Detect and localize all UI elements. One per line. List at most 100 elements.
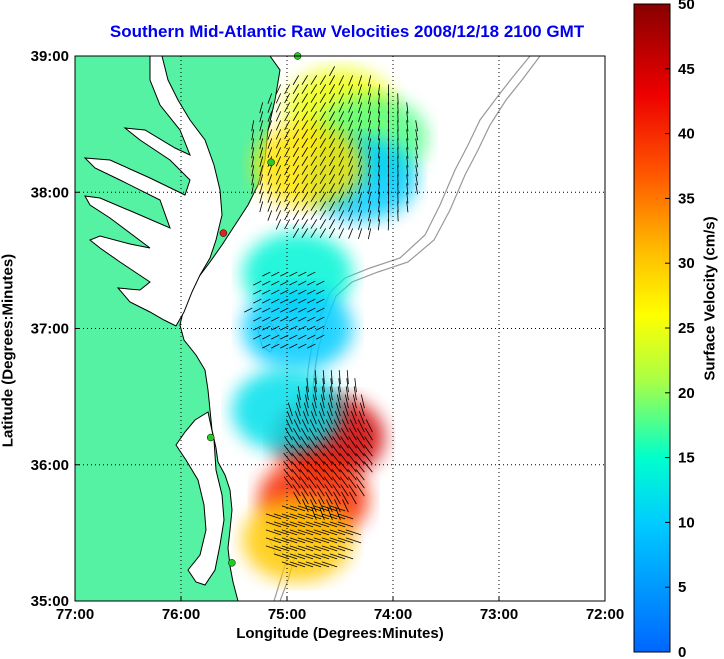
velocity-arrow <box>309 419 317 433</box>
velocity-arrow <box>289 545 306 552</box>
velocity-arrow <box>297 521 314 528</box>
velocity-arrow <box>251 174 255 186</box>
velocity-arrow <box>281 521 298 528</box>
velocity-arrow <box>339 460 349 473</box>
velocity-arrow <box>354 378 357 393</box>
velocity-arrow <box>348 192 354 203</box>
velocity-arrow <box>415 120 418 132</box>
velocity-arrow <box>311 402 317 417</box>
velocity-arrow <box>329 129 336 140</box>
velocity-arrow <box>301 183 309 193</box>
velocity-arrow <box>338 192 345 203</box>
velocity-arrow <box>275 201 282 212</box>
velocity-arrow <box>284 84 291 95</box>
velocity-arrow <box>319 174 327 185</box>
velocity-arrow <box>310 120 318 130</box>
velocity-arrow <box>271 307 280 313</box>
velocity-arrow <box>291 460 301 473</box>
velocity-arrow <box>313 537 330 544</box>
velocity-arrow <box>305 386 309 401</box>
velocity-arrow <box>307 316 316 322</box>
velocity-arrow <box>367 219 372 231</box>
velocity-arrow <box>262 316 271 322</box>
velocity-arrow <box>358 111 363 122</box>
velocity-arrow <box>406 102 409 114</box>
velocity-arrow <box>301 165 309 175</box>
velocity-arrow <box>377 102 381 114</box>
velocity-arrow <box>292 436 301 449</box>
velocity-arrow <box>338 84 345 95</box>
x-tick-label: 74:00 <box>374 606 412 623</box>
velocity-arrow <box>313 545 330 552</box>
velocity-arrow <box>338 102 345 113</box>
velocity-arrow <box>329 386 333 401</box>
velocity-arrow <box>275 93 282 104</box>
velocity-arrow <box>367 147 372 159</box>
velocity-arrow <box>329 537 346 544</box>
velocity-arrow <box>267 174 273 185</box>
velocity-arrow <box>319 165 327 176</box>
velocity-arrow <box>281 513 298 520</box>
velocity-arrow <box>338 174 345 185</box>
velocity-arrow <box>312 394 317 409</box>
velocity-arrow <box>338 156 345 167</box>
velocity-arrow <box>307 444 317 457</box>
velocity-arrow <box>344 394 349 409</box>
velocity-arrow <box>348 436 357 449</box>
velocity-arrow <box>325 491 333 505</box>
velocity-arrow <box>310 165 318 175</box>
velocity-arrow <box>319 402 325 417</box>
velocity-arrow <box>315 476 325 489</box>
velocity-arrow <box>284 201 291 212</box>
velocity-arrow <box>415 183 418 195</box>
velocity-arrow <box>316 325 325 331</box>
velocity-arrow <box>415 174 418 186</box>
radar-sites <box>206 52 302 567</box>
velocity-arrow <box>310 228 318 238</box>
velocity-arrow <box>348 174 354 185</box>
velocity-arrow <box>281 553 298 560</box>
velocity-arrow <box>273 521 290 528</box>
velocity-arrow <box>251 120 255 132</box>
colorbar-tick-label: 20 <box>678 385 695 402</box>
velocity-arrow <box>333 491 341 505</box>
velocity-arrow <box>358 410 365 425</box>
velocity-arrow <box>291 476 301 489</box>
velocity-arrow <box>406 156 409 168</box>
velocity-arrow <box>348 201 354 212</box>
velocity-arrow <box>308 427 317 441</box>
velocity-arrow <box>310 156 318 166</box>
velocity-arrow <box>280 325 289 331</box>
velocity-arrow <box>293 419 301 433</box>
velocity-arrow <box>301 419 309 433</box>
velocity-arrow <box>329 93 336 104</box>
velocity-arrow <box>338 129 345 140</box>
velocity-arrow <box>338 111 345 122</box>
velocity-arrow <box>329 165 336 176</box>
velocity-arrow <box>356 427 365 441</box>
velocity-arrow <box>307 468 317 481</box>
velocity-arrow <box>318 410 325 425</box>
colorbar-tick-label: 50 <box>678 0 695 13</box>
velocity-arrow <box>347 460 357 473</box>
velocity-arrow <box>319 84 327 95</box>
velocity-arrow <box>319 506 325 521</box>
velocity-arrow <box>324 484 333 497</box>
velocity-arrow <box>348 147 354 158</box>
velocity-arrow <box>358 129 363 140</box>
velocity-arrow <box>262 325 271 331</box>
speed-region <box>242 286 353 371</box>
velocity-arrow <box>292 93 300 104</box>
velocity-arrow <box>359 402 365 417</box>
velocity-arrow <box>316 298 325 304</box>
velocity-arrow <box>259 201 264 213</box>
velocity-arrow <box>328 394 333 409</box>
velocity-arrow <box>338 219 345 230</box>
velocity-arrow <box>313 386 317 401</box>
velocity-arrow <box>321 529 338 536</box>
velocity-arrow <box>259 147 264 159</box>
velocity-arrow <box>275 129 282 140</box>
velocity-arrow <box>292 138 300 149</box>
velocity-arrow <box>316 289 325 295</box>
